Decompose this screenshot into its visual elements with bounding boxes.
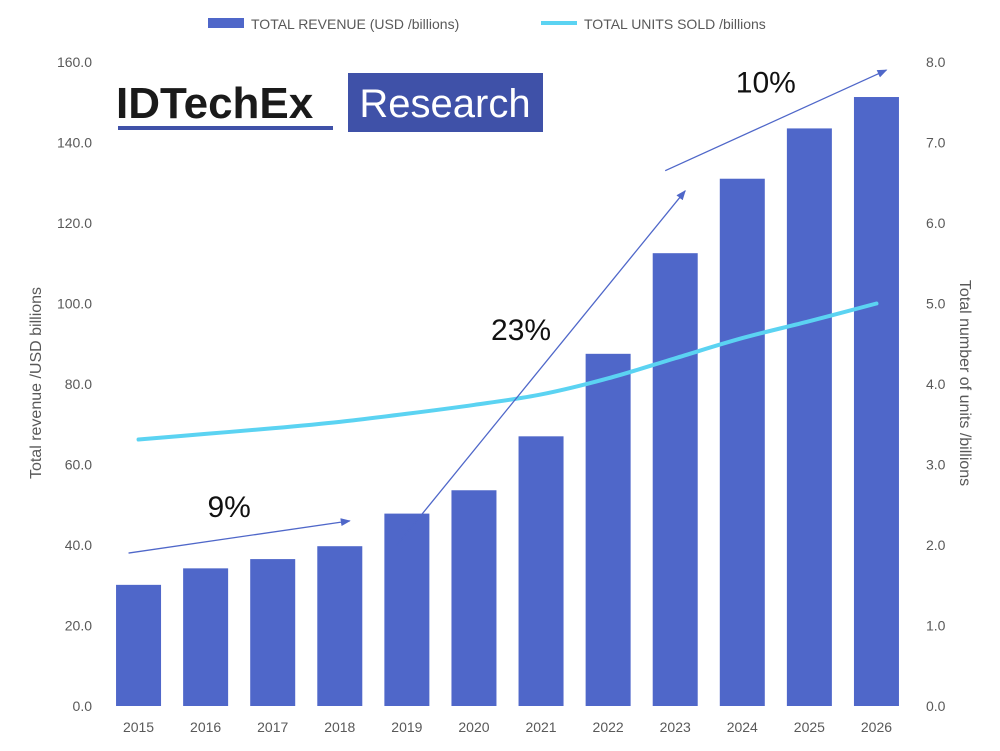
logo: IDTechEx Research — [116, 73, 543, 132]
growth-label: 9% — [207, 491, 250, 524]
y-left-axis-title: Total revenue /USD billions — [28, 287, 45, 479]
legend-swatch-revenue — [208, 18, 244, 28]
legend-label-units: TOTAL UNITS SOLD /billions — [584, 16, 766, 32]
growth-arrow — [396, 190, 686, 546]
y-right-tick-label: 4.0 — [926, 376, 946, 392]
y-right-tick-label: 2.0 — [926, 537, 946, 553]
x-tick-label: 2018 — [324, 719, 355, 735]
y-left-tick-label: 20.0 — [65, 618, 92, 634]
y-left-tick-label: 60.0 — [65, 457, 92, 473]
growth-arrow — [128, 518, 351, 554]
x-tick-label: 2025 — [794, 719, 825, 735]
revenue-bar — [384, 513, 430, 706]
logo-badge — [348, 73, 543, 132]
revenue-bar — [719, 178, 765, 707]
revenue-bar — [451, 490, 497, 706]
revenue-bar — [250, 559, 296, 706]
revenue-bar — [786, 128, 832, 707]
y-left-tick-label: 100.0 — [57, 296, 92, 312]
units-line — [136, 301, 879, 442]
y-right-tick-label: 7.0 — [926, 135, 946, 151]
x-tick-label: 2019 — [391, 719, 422, 735]
revenue-bar — [853, 97, 899, 706]
x-tick-label: 2020 — [458, 719, 489, 735]
y-left-axis: 0.0 20.0 40.0 60.0 80.0 100.0 120.0 140.0 160.0 — [57, 54, 92, 714]
growth-label: 23% — [491, 314, 551, 347]
y-left-tick-label: 120.0 — [57, 215, 92, 231]
revenue-bar — [183, 568, 229, 706]
y-right-tick-label: 5.0 — [926, 296, 946, 312]
y-left-tick-label: 0.0 — [73, 698, 93, 714]
legend: TOTAL REVENUE (USD /billions) TOTAL UNIT… — [208, 16, 766, 32]
x-tick-label: 2026 — [861, 719, 892, 735]
y-left-tick-label: 40.0 — [65, 537, 92, 553]
logo-underline — [118, 126, 333, 130]
y-right-tick-label: 0.0 — [926, 698, 946, 714]
y-right-tick-label: 8.0 — [926, 54, 946, 70]
bar-series — [116, 97, 899, 707]
y-left-tick-label: 140.0 — [57, 135, 92, 151]
revenue-bar — [652, 253, 698, 706]
x-axis: 2015 2016 2017 2018 2019 2020 2021 2022 2023 2024… — [123, 719, 892, 735]
growth-arrow — [664, 69, 888, 172]
x-tick-label: 2023 — [660, 719, 691, 735]
y-right-axis-title: Total number of units /billions — [956, 280, 973, 486]
revenue-bar — [317, 546, 363, 706]
x-tick-label: 2021 — [525, 719, 556, 735]
logo-badge-text: Research — [359, 82, 530, 126]
y-left-tick-label: 160.0 — [57, 54, 92, 70]
y-left-tick-label: 80.0 — [65, 376, 92, 392]
growth-annotations: 9% 23% 10% — [128, 66, 888, 554]
x-tick-label: 2016 — [190, 719, 221, 735]
y-right-axis: 0.0 1.0 2.0 3.0 4.0 5.0 6.0 7.0 8.0 — [926, 54, 946, 714]
revenue-bar — [585, 353, 631, 706]
y-right-tick-label: 1.0 — [926, 618, 946, 634]
legend-label-revenue: TOTAL REVENUE (USD /billions) — [251, 16, 459, 32]
logo-name: IDTechEx — [116, 79, 314, 128]
x-tick-label: 2017 — [257, 719, 288, 735]
x-tick-label: 2022 — [593, 719, 624, 735]
x-tick-label: 2015 — [123, 719, 154, 735]
y-right-tick-label: 6.0 — [926, 215, 946, 231]
growth-label: 10% — [736, 66, 796, 99]
x-tick-label: 2024 — [727, 719, 758, 735]
revenue-bar — [116, 584, 162, 706]
line-series — [136, 301, 879, 442]
revenue-bar — [518, 436, 564, 706]
y-right-tick-label: 3.0 — [926, 457, 946, 473]
